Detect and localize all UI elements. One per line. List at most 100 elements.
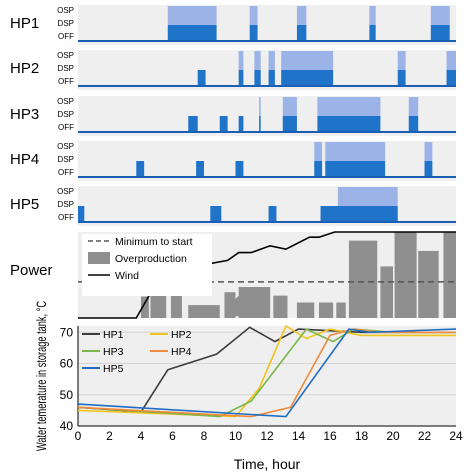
dsp-block [268,70,275,86]
osp-block [254,51,261,70]
osp-block [314,142,323,161]
legend-label: HP1 [103,329,124,341]
osp-block [249,6,258,25]
dsp-block [259,116,261,132]
osp-block [268,51,275,70]
state-label-off: OFF [58,32,74,41]
legend-label: HP5 [103,363,124,375]
osp-block [369,6,376,25]
state-label-off: OFF [58,77,74,86]
dsp-block [238,70,244,86]
x-tick-label: 2 [106,429,113,443]
power-label: Power [10,262,53,279]
state-label-off: OFF [58,168,74,177]
dsp-block [430,25,450,41]
hp-panel-hp2: HP2 OSP DSP OFF [10,50,456,90]
dsp-block [268,206,277,222]
legend-label: Wind [115,270,139,282]
legend-swatch-overproduction [88,252,110,264]
state-label-off: OFF [58,213,74,222]
dsp-block [369,25,376,41]
temperature-legend: HP1 HP2 HP3 HP4 HP5 [82,329,192,375]
dsp-block [314,161,323,177]
state-label-dsp: DSP [58,110,74,119]
panel-background [78,50,456,90]
hp-panel-hp5: HP5 OSP DSP OFF [10,186,456,226]
x-tick-label: 16 [323,429,337,443]
osp-block [281,51,334,70]
state-label-off: OFF [58,123,74,132]
temperature-background [78,326,456,426]
x-tick-label: 22 [418,429,432,443]
overproduction-block [418,250,439,318]
state-label-dsp: DSP [58,19,74,28]
state-label-osp: OSP [57,51,74,60]
dsp-block [397,70,406,86]
dsp-block [296,25,307,41]
dsp-block [219,116,228,132]
overproduction-block [141,296,149,318]
dsp-block [167,25,217,41]
dsp-block [210,206,222,222]
dsp-block [254,70,261,86]
hp-label: HP4 [10,151,39,168]
osp-block [424,142,433,161]
hp-panel-hp1: HP1 OSP DSP OFF [10,5,456,45]
overproduction-block [188,305,220,318]
y-tick-label: 70 [60,325,74,339]
dsp-block [197,70,206,86]
legend-label: Minimum to start [115,236,193,248]
heat-pump-status-panels: HP1 OSP DSP OFF HP2 OSP DSP OFF HP3 OSP DSP OFF HP4 O… [10,5,456,226]
dsp-block [317,116,381,132]
y-tick-label: 60 [60,357,74,371]
x-tick-label: 4 [138,429,145,443]
dsp-block [249,25,258,41]
state-label-osp: OSP [57,187,74,196]
overproduction-block [348,240,378,318]
x-tick-label: 18 [355,429,369,443]
overproduction-block [150,292,167,318]
osp-block [167,6,217,25]
osp-block [325,142,386,161]
x-tick-label: 14 [292,429,306,443]
state-label-dsp: DSP [58,155,74,164]
dsp-block [320,206,398,222]
power-panel: Power Minimum to start Overproduction Wind [10,231,456,319]
overproduction-area [141,232,456,318]
x-tick-label: 0 [75,429,82,443]
dsp-block [424,161,433,177]
state-label-osp: OSP [57,97,74,106]
dsp-block [238,116,244,132]
x-tick-label: 12 [260,429,274,443]
x-tick-label: 6 [169,429,176,443]
hp-label: HP1 [10,15,39,32]
legend-label: Overproduction [115,253,187,265]
legend-label: HP4 [171,346,192,358]
hp-panel-hp4: HP4 OSP DSP OFF [10,141,456,181]
overproduction-block [273,295,288,318]
hp-label: HP3 [10,106,39,123]
hp-label: HP5 [10,196,39,213]
y-axis-title: Water temerature in storage tank, °C [33,301,49,451]
osp-block [296,6,307,25]
dsp-block [235,161,244,177]
dsp-block [446,70,456,86]
osp-block [238,51,244,70]
panel-background [78,96,456,136]
power-legend: Minimum to start Overproduction Wind [82,234,212,296]
x-tick-label: 10 [229,429,243,443]
legend-label: HP2 [171,329,192,341]
osp-block [408,97,419,116]
dsp-block [196,161,204,177]
series-line-hp5 [77,328,457,418]
dsp-block [325,161,386,177]
osp-block [446,51,456,70]
overproduction-block [296,302,315,318]
dsp-block [282,116,297,132]
overproduction-hill [224,290,271,317]
overproduction-block [443,232,456,318]
dsp-block [188,116,198,132]
y-tick-label: 40 [60,419,74,433]
x-tick-label: 24 [449,429,463,443]
